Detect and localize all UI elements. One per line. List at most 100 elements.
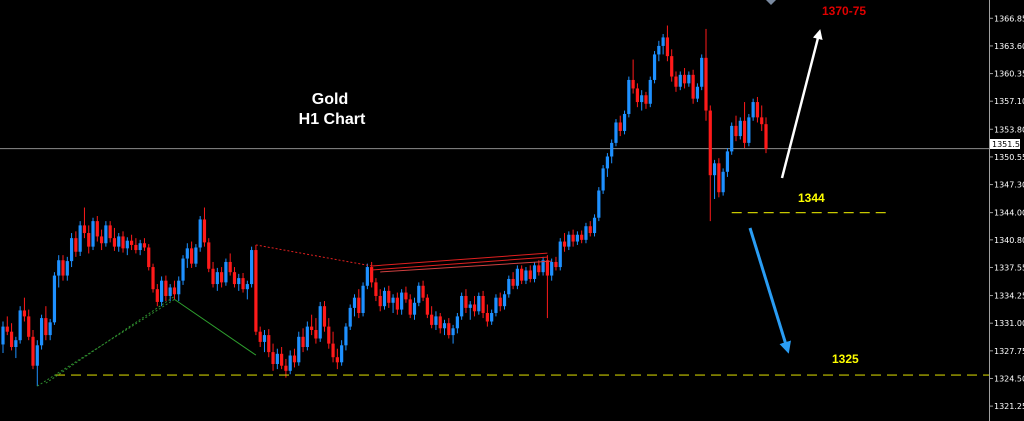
tick-label: 1366.85	[994, 14, 1024, 23]
candle	[301, 328, 305, 353]
candle	[87, 225, 91, 254]
candle	[74, 231, 78, 257]
candle-body	[618, 122, 622, 131]
tick-label: 1350.55	[994, 153, 1024, 162]
candle-body	[220, 272, 224, 283]
blue-down-arrow	[748, 227, 791, 354]
candle	[717, 158, 721, 198]
candle	[254, 244, 258, 336]
candle	[455, 312, 459, 334]
candle-body	[558, 241, 562, 268]
candle-body	[374, 282, 378, 296]
candle	[27, 309, 31, 341]
candle	[142, 238, 147, 251]
candle	[35, 340, 39, 387]
target-label: 1370-75	[822, 4, 866, 18]
candle	[335, 348, 339, 370]
candle-body	[670, 56, 674, 77]
candle-body	[708, 110, 712, 176]
candle-body	[502, 294, 507, 307]
candle	[382, 287, 387, 310]
candle-body	[348, 307, 352, 327]
candle-body	[297, 336, 301, 363]
candle	[644, 91, 648, 109]
candle	[95, 216, 99, 242]
tick-label: 1360.35	[994, 70, 1024, 79]
candle	[400, 289, 404, 315]
candle-body	[395, 297, 399, 310]
candle	[207, 238, 211, 273]
candle-body	[361, 285, 365, 313]
current-price-box	[990, 139, 1020, 149]
tick-label: 1340.80	[994, 236, 1024, 245]
candle	[168, 284, 172, 302]
candle-body	[622, 113, 627, 131]
candle-body	[121, 236, 125, 249]
candle	[468, 301, 472, 320]
candle	[65, 256, 69, 281]
candle	[725, 147, 730, 177]
candle	[442, 319, 447, 336]
candle-body	[764, 124, 768, 149]
candle	[652, 51, 657, 84]
tick-label: 1327.75	[994, 347, 1024, 356]
candle-body	[682, 74, 687, 84]
candle-body	[511, 278, 515, 286]
candle-body	[31, 336, 35, 366]
candle-body	[177, 280, 181, 295]
candle-body	[258, 331, 262, 342]
candle-body	[601, 168, 605, 191]
candle	[297, 331, 301, 366]
candle	[31, 329, 35, 370]
candle	[220, 267, 224, 288]
candle	[91, 217, 95, 251]
candle-body	[661, 37, 665, 46]
candle	[485, 304, 489, 327]
candle	[421, 280, 425, 302]
candle-body	[155, 289, 159, 302]
candle	[57, 255, 61, 288]
candle-body	[9, 331, 14, 348]
candle-body	[365, 267, 369, 286]
candle-body	[751, 102, 755, 118]
candle	[678, 71, 682, 91]
candle	[464, 289, 468, 313]
candle	[250, 246, 254, 288]
candle	[305, 321, 309, 351]
candle-body	[370, 267, 374, 283]
candle-body	[125, 240, 129, 249]
candle	[391, 294, 395, 313]
candle-body	[430, 314, 434, 325]
candle	[734, 115, 738, 142]
candle-body	[485, 312, 489, 322]
candle	[1, 321, 5, 353]
candle-body	[524, 270, 528, 281]
candle	[622, 110, 627, 135]
candle-body	[271, 352, 275, 365]
candle	[190, 241, 194, 268]
candle	[584, 222, 588, 244]
candle-body	[678, 74, 682, 87]
candle	[472, 295, 477, 317]
level-1344-label: 1344	[798, 191, 825, 205]
candle	[245, 280, 249, 300]
candle	[288, 350, 292, 375]
candle-body	[498, 297, 502, 307]
candle	[52, 272, 57, 325]
candle-body	[104, 225, 108, 244]
candle	[447, 318, 451, 339]
candle	[138, 239, 142, 256]
candle	[322, 301, 327, 332]
candle-body	[288, 355, 292, 371]
candle-body	[151, 267, 155, 290]
candle	[275, 348, 279, 370]
candle-body	[464, 295, 468, 308]
candle	[627, 76, 631, 118]
candle-body	[99, 236, 104, 244]
candle	[425, 294, 429, 319]
candle	[129, 234, 134, 251]
candles-group	[1, 25, 768, 387]
candle-body	[91, 221, 95, 247]
top-marker-icon	[766, 0, 776, 5]
candle	[151, 263, 155, 293]
